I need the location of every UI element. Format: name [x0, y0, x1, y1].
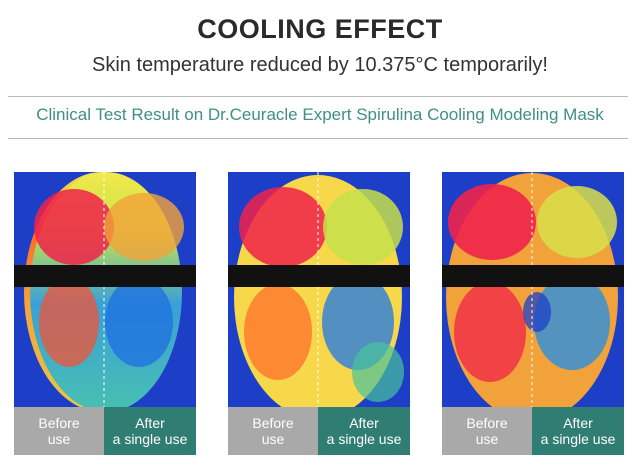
after-use-label: After a single use: [532, 407, 624, 455]
before-use-label: Before use: [14, 407, 104, 455]
thermal-image-2: [228, 172, 410, 407]
thermal-image-1: [14, 172, 196, 407]
thermal-comparison-panel-1: Before use After a single use: [14, 172, 196, 455]
thermal-comparison-panel-2: Before use After a single use: [228, 172, 410, 455]
thermal-comparison-panel-3: Before use After a single use: [442, 172, 624, 455]
after-use-label: After a single use: [318, 407, 410, 455]
clinical-test-caption: Clinical Test Result on Dr.Ceuracle Expe…: [36, 105, 604, 124]
before-use-label: Before use: [228, 407, 318, 455]
page-subtitle: Skin temperature reduced by 10.375°C tem…: [91, 54, 548, 76]
after-use-label: After a single use: [104, 407, 196, 455]
page-title: COOLING EFFECT: [197, 14, 443, 44]
divider-bottom: [8, 138, 628, 139]
divider-top: [8, 96, 628, 97]
before-use-label: Before use: [442, 407, 532, 455]
thermal-image-3: [442, 172, 624, 407]
